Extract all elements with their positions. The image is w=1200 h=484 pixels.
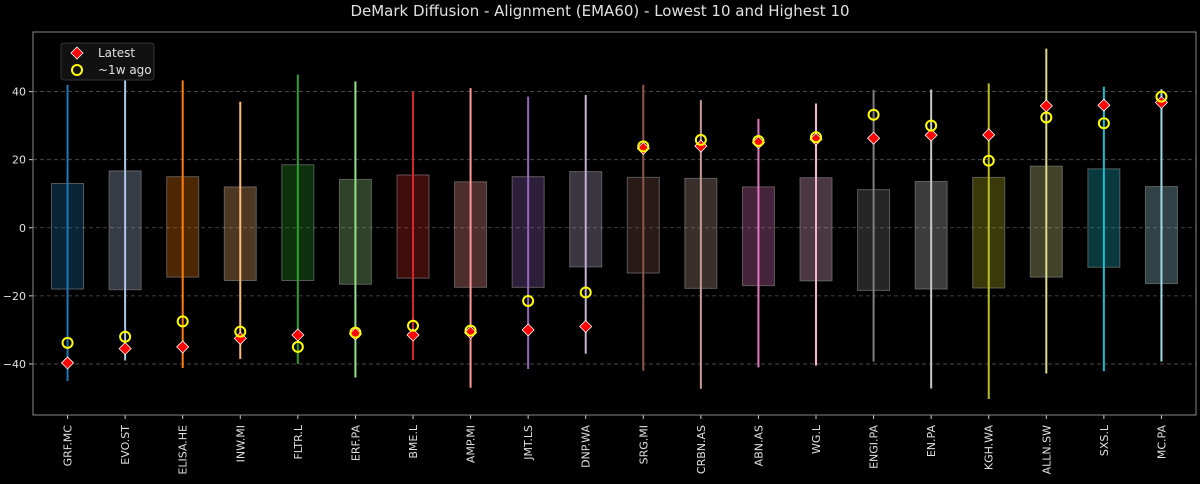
week-ago-marker <box>752 134 765 147</box>
week-ago-marker <box>867 108 880 121</box>
x-tick-label: ELISA.HE <box>177 425 190 475</box>
latest-marker <box>867 131 881 145</box>
x-tick-label: ABN.AS <box>752 425 765 466</box>
week-ago-marker <box>176 315 189 328</box>
latest-marker <box>406 328 420 342</box>
legend: Latest ~1w ago <box>60 42 155 81</box>
week-ago-marker <box>694 133 707 146</box>
latest-marker <box>60 356 75 370</box>
legend-diamond-icon <box>70 46 84 60</box>
x-tick-label: INW.MI <box>234 425 247 462</box>
x-tick-label: GRF.MC <box>62 425 75 467</box>
week-ago-marker <box>637 140 650 153</box>
week-ago-marker <box>925 119 938 132</box>
x-tick-label: ERF.PA <box>349 425 362 462</box>
y-tick-label: −20 <box>3 290 26 303</box>
legend-box <box>60 42 155 81</box>
week-ago-marker <box>61 336 74 349</box>
week-ago-marker <box>810 131 823 144</box>
legend-label-1w: ~1w ago <box>98 63 152 77</box>
y-axis: −40 −20 0 20 40 <box>3 86 33 371</box>
x-axis: GRF.MC EVO.ST ELISA.HE INW.MI FLTR.L ERF.PA BM… <box>62 415 1168 475</box>
week-ago-marker <box>291 340 304 353</box>
week-ago-marker <box>406 319 419 332</box>
chart-title: DeMark Diffusion - Alignment (EMA60) - L… <box>350 2 849 20</box>
week-ago-marker <box>349 326 362 339</box>
latest-marker <box>176 340 190 354</box>
plot-marks <box>51 48 1178 399</box>
x-tick-label: EN.PA <box>925 425 938 458</box>
week-ago-marker <box>234 325 247 338</box>
week-ago-marker <box>119 330 132 343</box>
y-tick-label: 40 <box>12 86 26 99</box>
week-ago-marker <box>1155 90 1168 103</box>
y-tick-label: 0 <box>19 222 26 235</box>
x-tick-label: CRBN.AS <box>695 425 708 474</box>
x-tick-label: AMP.MI <box>465 425 478 463</box>
latest-marker <box>924 128 938 142</box>
latest-marker <box>1097 98 1111 112</box>
x-tick-label: KGH.WA <box>983 425 996 471</box>
plot-frame <box>32 31 1197 416</box>
x-tick-label: MC.PA <box>1155 425 1168 460</box>
x-tick-label: WG.L <box>810 424 823 454</box>
week-ago-marker <box>464 324 477 337</box>
x-tick-label: ENGI.PA <box>868 425 881 469</box>
grid <box>33 91 1196 365</box>
y-tick-label: −40 <box>3 358 26 371</box>
x-tick-label: DNP.WA <box>580 425 593 468</box>
x-tick-label: FLTR.L <box>292 424 305 459</box>
latest-marker <box>1039 99 1053 113</box>
legend-label-latest: Latest <box>98 46 135 60</box>
x-tick-label: SXS.L <box>1098 424 1111 456</box>
legend-circle-icon <box>71 64 83 76</box>
latest-marker <box>982 128 996 142</box>
latest-marker <box>118 342 132 356</box>
latest-marker <box>291 328 305 342</box>
x-tick-label: JMT.LS <box>522 425 535 461</box>
y-tick-label: 20 <box>12 154 26 167</box>
week-ago-marker <box>982 154 995 167</box>
latest-marker <box>521 323 535 337</box>
week-ago-marker <box>1040 111 1053 124</box>
week-ago-marker <box>579 286 592 299</box>
x-tick-label: SRG.MI <box>637 425 650 464</box>
x-tick-label: BME.L <box>407 424 420 458</box>
latest-marker <box>579 319 593 334</box>
x-tick-label: EVO.ST <box>119 425 132 465</box>
x-tick-label: ALLN.SW <box>1040 425 1053 474</box>
week-ago-marker <box>1097 117 1110 130</box>
week-ago-marker <box>522 294 535 307</box>
